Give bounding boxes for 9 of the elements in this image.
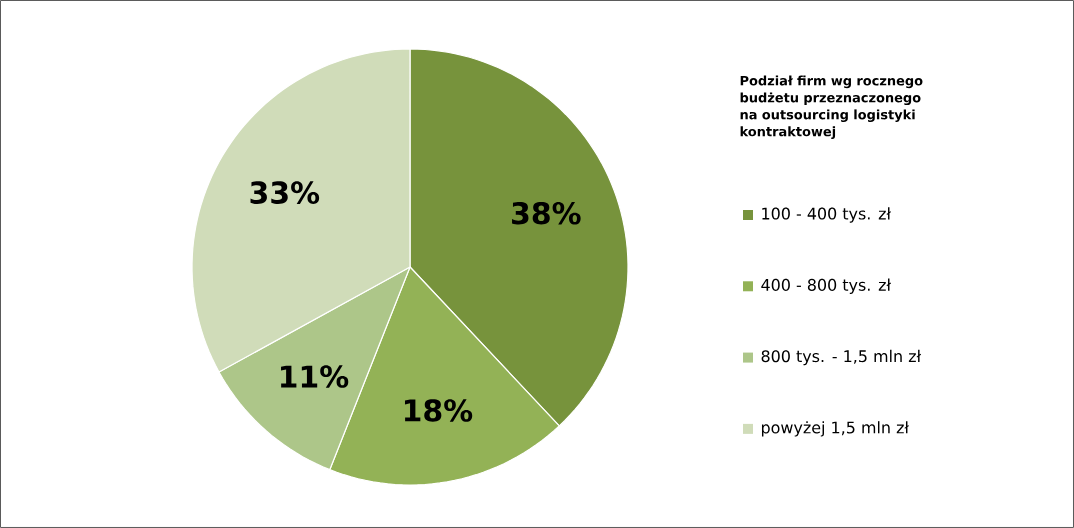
legend-label: powyżej 1,5 mln zł (761, 421, 909, 437)
legend-label: 800 tys. - 1,5 mln zł (761, 349, 922, 366)
data-label: 11% (281, 365, 349, 388)
data-label: 38% (512, 201, 581, 225)
data-label: 33% (250, 181, 320, 204)
data-label: 18% (404, 399, 473, 422)
legend-label: 400 - 800 tys. zł (761, 278, 892, 294)
legend-title: Podział firm wg rocznego budżetu przeznaczonego na outsourcing logistyki kontraktowej (740, 75, 923, 139)
legend-label: 100 - 400 tys. zł (762, 207, 892, 223)
